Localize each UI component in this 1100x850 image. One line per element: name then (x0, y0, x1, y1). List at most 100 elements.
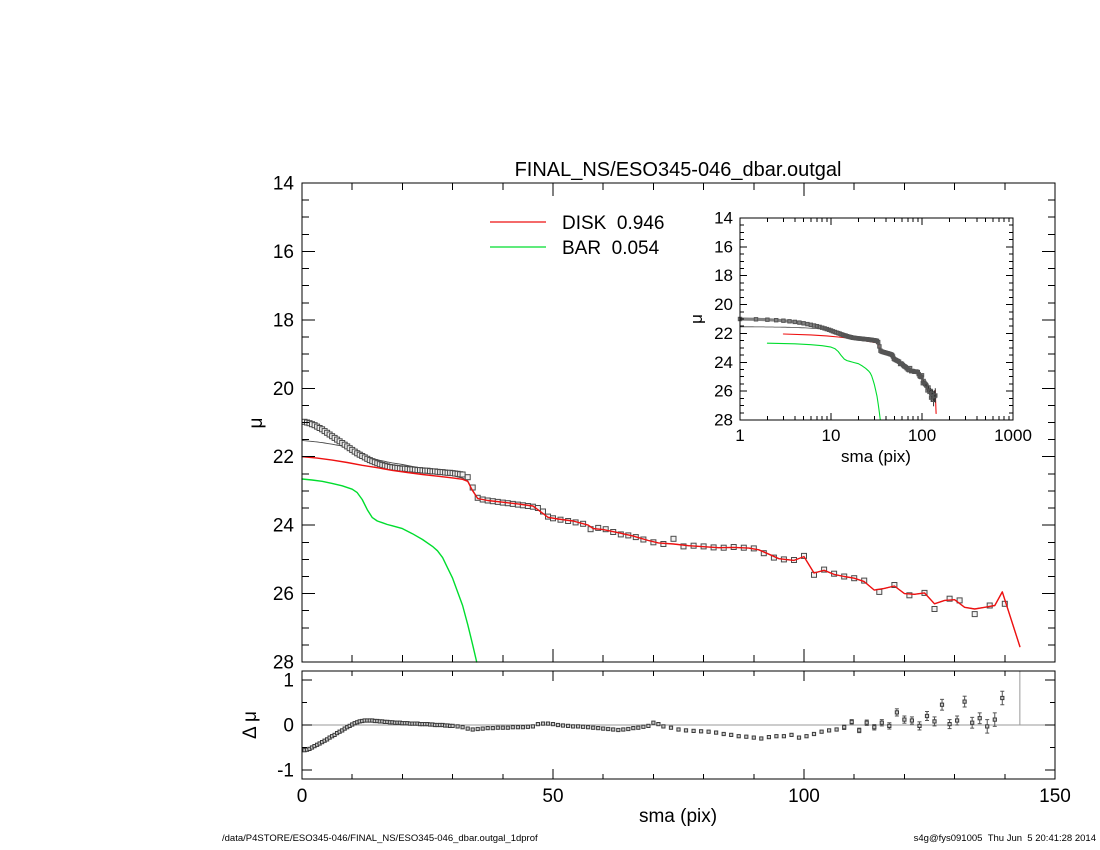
residual-point (872, 725, 877, 730)
residual-point (475, 726, 480, 732)
residual-point (581, 724, 586, 729)
residual-point (1000, 695, 1005, 701)
residual-point (691, 728, 696, 733)
axis-frame (739, 217, 1014, 421)
residual-point (525, 724, 530, 729)
residual-point (879, 720, 884, 725)
residual-point (530, 724, 535, 729)
residual-point (606, 726, 611, 732)
y-tick-label: 14 (714, 209, 733, 228)
x-tick-label: 0 (297, 786, 308, 807)
residual-point (480, 726, 485, 731)
residual-panel-data (302, 671, 1055, 753)
inset-bar-line (766, 342, 881, 421)
inset-profile-point (932, 394, 937, 399)
inset-profile-point (753, 317, 759, 322)
x-tick-label: 1000 (994, 426, 1032, 445)
axis-box (301, 670, 1056, 780)
residual-point (576, 724, 581, 729)
inset-panel-axes: 1 10 100 1000 14 16 18 20 22 24 26 28 (714, 209, 1032, 446)
profile-point (906, 592, 913, 599)
y-tick-label: 18 (714, 266, 733, 285)
residual-point (586, 725, 591, 730)
main-panel-data (301, 418, 1021, 663)
x-tick-label: 100 (908, 426, 936, 445)
inset-profile-point (817, 324, 822, 330)
inset-profile-point (765, 317, 770, 322)
axis-box (739, 217, 1014, 421)
residual-point (626, 726, 631, 732)
residual-point (668, 725, 674, 730)
residual-point (887, 723, 892, 728)
residual-point (510, 725, 515, 730)
inset-profile-point (876, 339, 881, 345)
residual-point (759, 736, 764, 741)
y-tick-label: 26 (273, 584, 294, 605)
residual-point (485, 726, 490, 731)
y-tick-label: 14 (273, 174, 295, 195)
residual-point (789, 732, 794, 737)
y-tick-label: -1 (277, 761, 294, 782)
residual-point (515, 725, 520, 730)
profile-point (931, 606, 938, 612)
y-tick-label: 16 (273, 242, 294, 263)
profile-point (971, 611, 978, 618)
residual-point (571, 724, 576, 729)
residual-point (842, 725, 847, 730)
residual-point (857, 728, 862, 733)
y-tick-label: 1 (283, 671, 294, 692)
inset-profile-point (933, 393, 938, 398)
residual-point (736, 734, 741, 739)
residual-point (555, 722, 561, 728)
residual-point (621, 727, 626, 732)
residual-y-axis-label: Δ μ (240, 711, 261, 739)
profile-point (595, 524, 602, 531)
residual-point (540, 721, 546, 726)
residual-point (465, 726, 470, 731)
x-tick-label: 10 (822, 426, 841, 445)
main-y-axis-label: μ (246, 418, 267, 429)
residual-point (460, 725, 465, 730)
legend: DISK 0.946 BAR 0.054 (490, 213, 664, 259)
residual-point (631, 726, 636, 731)
y-tick-label: 0 (283, 716, 294, 737)
residual-point (766, 735, 771, 740)
inset-profile-point (824, 326, 829, 332)
x-tick-label: 100 (788, 786, 820, 807)
axis-frame (301, 670, 1056, 780)
x-tick-label: 1 (735, 426, 744, 445)
residual-point (636, 725, 641, 730)
residual-point (744, 734, 749, 739)
residual-point (550, 722, 556, 727)
residual-point (939, 702, 945, 707)
footer-file-path: /data/P4STORE/ESO345-046/FINAL_NS/ESO345… (222, 833, 538, 844)
residual-point (804, 734, 809, 739)
inset-profile-point (894, 358, 900, 363)
residual-point (992, 717, 997, 722)
residual-point (834, 727, 839, 732)
footer-user-timestamp: s4g@fys091005 Thu Jun 5 20:41:28 2014 (914, 833, 1096, 844)
axis-frame (301, 182, 1056, 663)
residual-point (729, 732, 734, 737)
residual-point (947, 722, 952, 727)
inset-profile-point (820, 325, 825, 330)
residual-point (706, 729, 711, 734)
inset-profile-point (923, 382, 928, 387)
profile-point (680, 543, 687, 550)
y-tick-label: 20 (273, 379, 294, 400)
residual-point (894, 710, 899, 715)
residual-point (909, 718, 914, 723)
residual-point (596, 726, 601, 731)
residual-point (500, 725, 505, 730)
residual-point (545, 721, 551, 726)
residual-point (651, 720, 656, 725)
residual-point (721, 731, 726, 737)
residual-point (811, 731, 817, 737)
residual-point (917, 723, 922, 728)
residual-point (450, 723, 455, 728)
y-tick-label: 20 (714, 295, 733, 314)
y-tick-label: 24 (273, 516, 295, 537)
residual-point (985, 724, 990, 729)
residual-point (977, 716, 982, 721)
residual-point (490, 726, 495, 731)
